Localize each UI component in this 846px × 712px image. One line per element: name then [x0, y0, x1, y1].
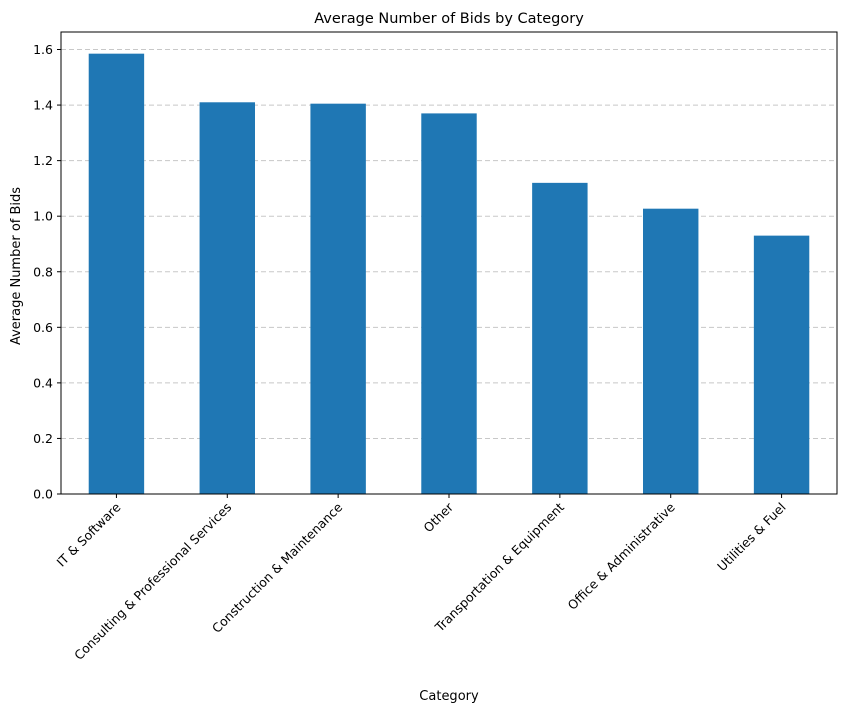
bar	[753, 235, 810, 494]
y-tick-label: 1.0	[33, 209, 53, 224]
bar	[421, 113, 477, 494]
bar	[199, 102, 255, 495]
y-tick-label: 1.4	[33, 98, 53, 113]
y-tick-label: 0.2	[33, 431, 53, 446]
y-tick-label: 0.8	[33, 264, 53, 279]
y-tick-label: 0.4	[33, 375, 53, 390]
x-axis-label: Category	[419, 689, 479, 704]
y-tick-label: 1.6	[33, 42, 53, 57]
x-tick-label: Transportation & Equipment	[431, 499, 567, 635]
bar	[532, 182, 588, 494]
x-tick-label: Office & Administrative	[565, 499, 678, 612]
y-tick-label: 0.6	[33, 320, 53, 335]
chart-title: Average Number of Bids by Category	[314, 11, 584, 27]
x-tick-label: IT & Software	[53, 499, 123, 569]
y-axis-label: Average Number of Bids	[9, 187, 24, 345]
bar	[88, 53, 145, 494]
x-tick-label: Construction & Maintenance	[209, 499, 346, 636]
y-axis-ticks: 0.0 0.2 0.4 0.6 0.8 1.0 1.2 1.4 1.6	[33, 42, 61, 502]
x-tick-label: Utilities & Fuel	[714, 500, 788, 574]
y-tick-label: 0.0	[33, 487, 53, 502]
x-tick-label: Other	[420, 499, 456, 535]
bar	[643, 208, 699, 494]
y-tick-label: 1.2	[33, 153, 53, 168]
bars	[88, 53, 810, 495]
bar	[310, 103, 366, 494]
